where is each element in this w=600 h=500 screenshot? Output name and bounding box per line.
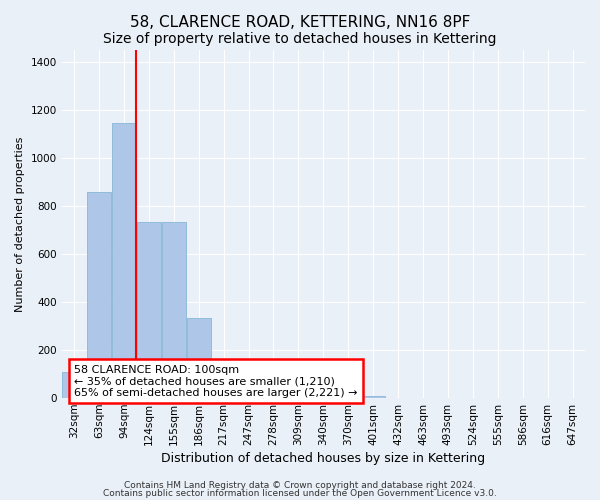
Text: Contains public sector information licensed under the Open Government Licence v3: Contains public sector information licen…	[103, 490, 497, 498]
Bar	[112, 123, 136, 398]
Bar	[162, 222, 185, 398]
Bar	[62, 372, 86, 398]
Bar	[361, 396, 385, 398]
Bar	[262, 390, 286, 398]
X-axis label: Distribution of detached houses by size in Kettering: Distribution of detached houses by size …	[161, 452, 485, 465]
Bar	[237, 382, 260, 398]
Bar	[287, 392, 310, 398]
Text: 58 CLARENCE ROAD: 100sqm
← 35% of detached houses are smaller (1,210)
65% of sem: 58 CLARENCE ROAD: 100sqm ← 35% of detach…	[74, 364, 358, 398]
Bar	[137, 222, 161, 398]
Text: Size of property relative to detached houses in Kettering: Size of property relative to detached ho…	[103, 32, 497, 46]
Text: Contains HM Land Registry data © Crown copyright and database right 2024.: Contains HM Land Registry data © Crown c…	[124, 480, 476, 490]
Bar	[337, 394, 360, 398]
Y-axis label: Number of detached properties: Number of detached properties	[15, 136, 25, 312]
Bar	[87, 192, 111, 398]
Text: 58, CLARENCE ROAD, KETTERING, NN16 8PF: 58, CLARENCE ROAD, KETTERING, NN16 8PF	[130, 15, 470, 30]
Bar	[311, 394, 335, 398]
Bar	[187, 318, 211, 398]
Bar	[212, 367, 235, 398]
